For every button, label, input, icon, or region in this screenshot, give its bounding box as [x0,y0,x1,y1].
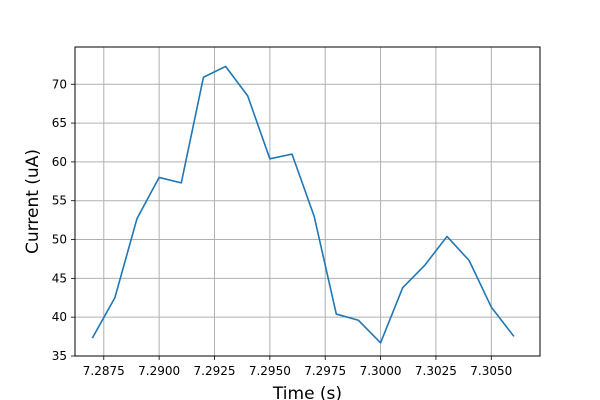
x-tick-label: 7.3000 [360,364,402,378]
plot-area [91,65,515,344]
y-axis-label: Current (uA) [23,149,43,254]
x-tick-label: 7.2925 [194,364,236,378]
grid [75,47,540,357]
y-tick-label: 50 [52,233,67,247]
y-tick-label: 45 [52,271,67,285]
x-tick-label: 7.3050 [470,364,512,378]
y-tick-label: 35 [52,349,67,363]
y-axis: 35 40 45 50 55 60 65 70 [52,77,75,363]
y-tick-label: 70 [52,77,67,91]
x-axis: 7.2875 7.2900 7.2925 7.2950 7.2975 7.3000 7.30… [83,356,512,378]
x-axis-label: Time (s) [272,384,342,400]
y-tick-label: 65 [52,116,67,130]
x-tick-label: 7.2950 [249,364,291,378]
x-tick-label: 7.2900 [138,364,180,378]
y-tick-label: 55 [52,194,67,208]
axes-frame [74,46,541,357]
x-tick-label: 7.2975 [304,364,346,378]
x-tick-label: 7.2875 [83,364,125,378]
y-tick-label: 60 [52,155,67,169]
series-line [91,65,515,344]
y-tick-label: 40 [52,310,67,324]
x-tick-label: 7.3025 [415,364,457,378]
